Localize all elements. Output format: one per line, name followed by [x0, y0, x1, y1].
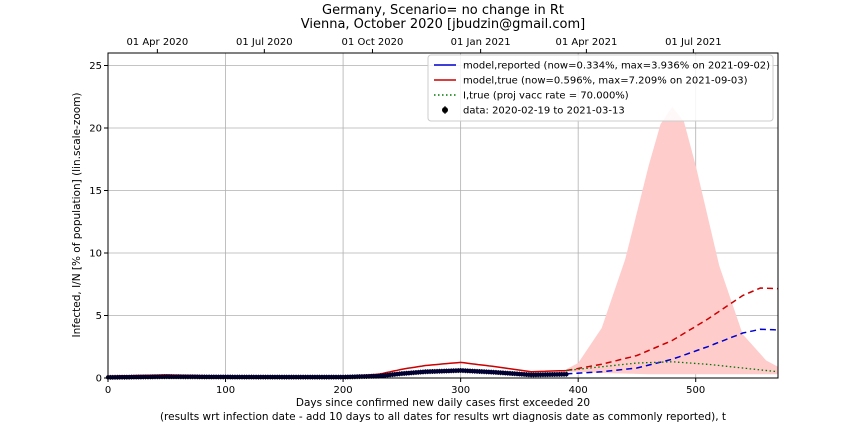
series-vacc-line: [566, 361, 779, 373]
x-axis-label: Days since confirmed new daily cases fir…: [296, 397, 590, 409]
y-tick-label: 25: [89, 61, 102, 72]
legend-label: data: 2020-02-19 to 2021-03-13: [463, 106, 625, 117]
y-tick-label: 0: [96, 374, 102, 385]
legend-label: model,reported (now=0.334%, max=3.936% o…: [463, 61, 770, 72]
legend-label: model,true (now=0.596%, max=7.209% on 20…: [463, 76, 748, 87]
y-axis-label: Infected, I/N [% of population] (lin.sca…: [71, 92, 83, 337]
y-tick-label: 20: [89, 124, 102, 135]
data-point: [564, 372, 569, 377]
x-tick-label: 200: [334, 385, 353, 396]
legend-label: I,true (proj vacc rate = 70.000%): [463, 91, 629, 102]
top-axis-tick-label: 01 Oct 2020: [342, 37, 404, 48]
legend: model,reported (now=0.334%, max=3.936% o…: [427, 54, 774, 122]
y-tick-label: 5: [96, 311, 102, 322]
plot-area: [105, 53, 779, 380]
series-true-projection: [566, 287, 779, 372]
top-axis-tick-label: 01 Apr 2021: [555, 37, 617, 48]
chart-title: Germany, Scenario= no change in Rt: [322, 3, 564, 18]
x-tick-label: 0: [105, 385, 111, 396]
x-tick-label: 400: [569, 385, 588, 396]
x-tick-label: 100: [216, 385, 235, 396]
top-axis-tick-label: 01 Jul 2020: [236, 37, 293, 48]
top-axis-tick-label: 01 Apr 2020: [126, 37, 188, 48]
x-tick-label: 500: [686, 385, 705, 396]
uncertainty-band: [566, 106, 778, 375]
y-tick-label: 10: [89, 249, 102, 260]
legend-box: [427, 54, 774, 122]
x-tick-label: 300: [451, 385, 470, 396]
series-reported-projection: [566, 328, 779, 375]
chart-subtitle: Vienna, October 2020 [jbudzin@gmail.com]: [301, 17, 585, 32]
y-tick-label: 15: [89, 186, 102, 197]
top-axis-tick-label: 01 Jan 2021: [451, 37, 511, 48]
x-axis-label-note: (results wrt infection date - add 10 day…: [160, 411, 726, 423]
top-axis-tick-label: 01 Jul 2021: [665, 37, 722, 48]
axes-frame: [107, 52, 779, 379]
legend-marker: [442, 107, 448, 113]
